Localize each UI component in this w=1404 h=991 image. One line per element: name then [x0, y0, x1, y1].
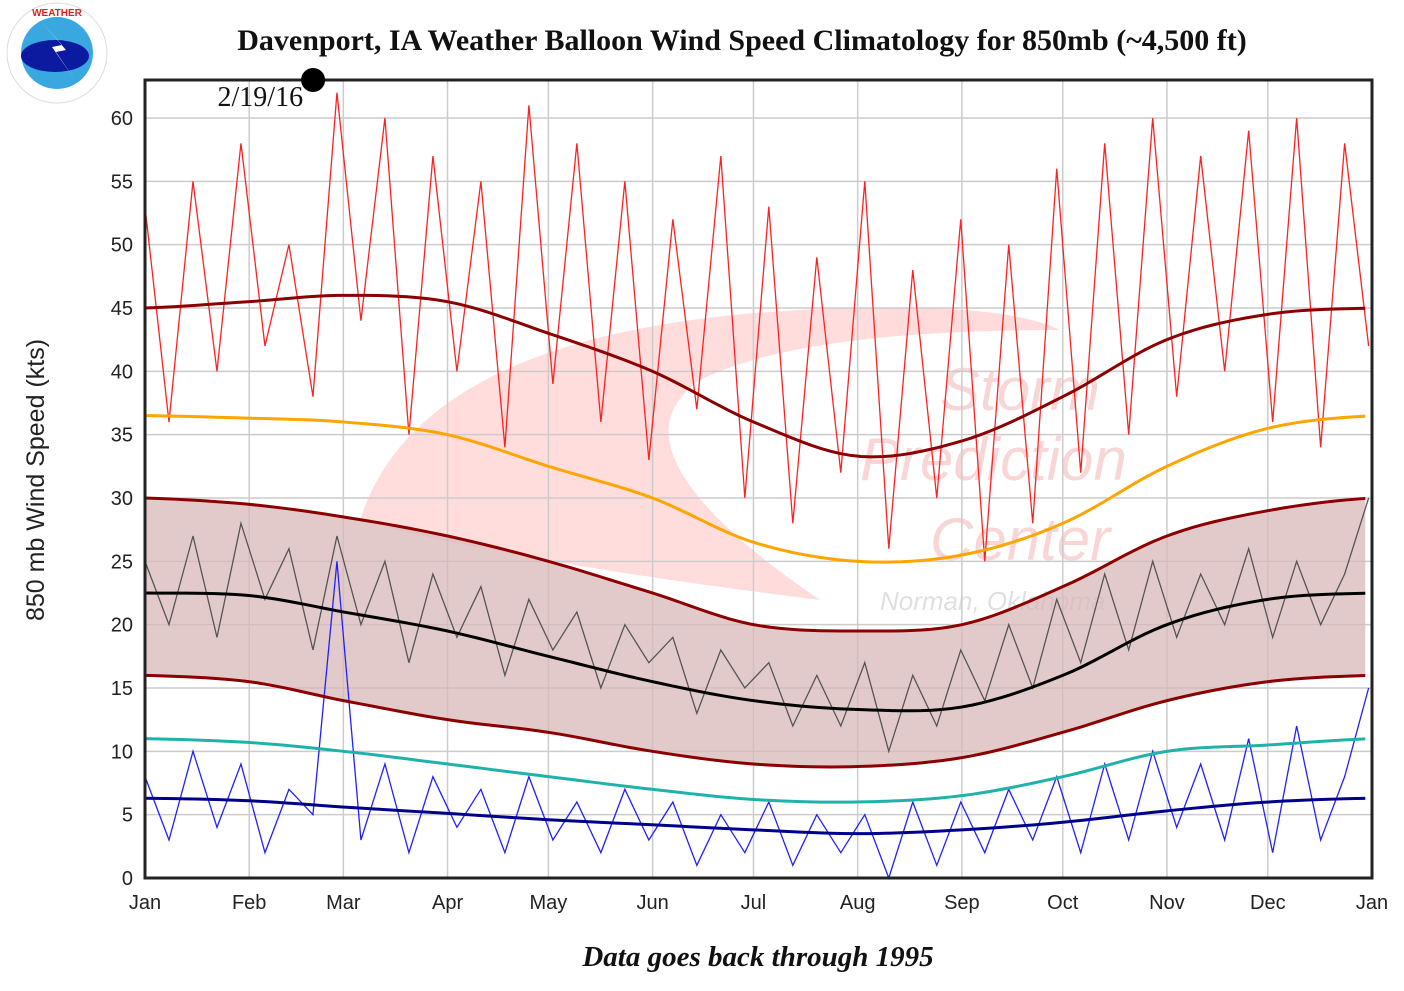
- y-tick-label: 50: [111, 235, 133, 257]
- y-tick-label: 55: [111, 171, 133, 193]
- x-tick-label: Feb: [232, 892, 266, 914]
- band-upper-line: [144, 496, 1366, 633]
- plot-frame: [143, 78, 1374, 880]
- y-tick-label: 40: [111, 361, 133, 383]
- x-tick-label: Jul: [741, 892, 767, 914]
- annotation-label: 2/19/16: [218, 82, 304, 113]
- daily-max-line: [144, 92, 1370, 562]
- y-tick-label: 35: [111, 425, 133, 447]
- footnote: Data goes back through 1995: [581, 941, 933, 973]
- svg-text:Prediction: Prediction: [860, 426, 1127, 493]
- x-tick-label: Jan: [1356, 892, 1388, 914]
- y-tick-label: 30: [111, 488, 133, 510]
- chart-title: Davenport, IA Weather Balloon Wind Speed…: [237, 24, 1247, 57]
- x-tick-label: Oct: [1047, 892, 1079, 914]
- x-tick-label: May: [529, 892, 567, 914]
- record-max-mean-line: [144, 293, 1366, 459]
- upper-percentile-line: [144, 414, 1366, 564]
- x-tick-label: Jun: [636, 892, 668, 914]
- x-tick-label: Apr: [432, 892, 463, 914]
- y-tick-label: 5: [122, 805, 133, 827]
- y-tick-label: 45: [111, 298, 133, 320]
- y-tick-label: 0: [122, 868, 133, 890]
- mean-line: [144, 591, 1366, 713]
- x-tick-label: Mar: [326, 892, 361, 914]
- x-tick-label: Nov: [1149, 892, 1185, 914]
- svg-text:WEATHER: WEATHER: [32, 8, 83, 19]
- nws-logo: WEATHER: [6, 2, 108, 104]
- y-tick-label: 10: [111, 741, 133, 763]
- x-tick-label: Jan: [129, 892, 161, 914]
- lower-percentile-line: [144, 737, 1366, 804]
- band-fill: [145, 498, 1366, 767]
- y-tick-label: 60: [111, 108, 133, 130]
- annotation-marker: [301, 68, 326, 92]
- daily-mean-line: [144, 497, 1370, 754]
- x-tick-label: Aug: [840, 892, 876, 914]
- svg-text:Storm: Storm: [940, 356, 1100, 423]
- y-tick-label: 20: [111, 615, 133, 637]
- x-tick-label: Dec: [1250, 892, 1286, 914]
- y-tick-label: 25: [111, 551, 133, 573]
- y-tick-label: 15: [111, 678, 133, 700]
- y-axis-label: 850 mb Wind Speed (kts): [22, 339, 50, 621]
- x-tick-label: Sep: [944, 892, 980, 914]
- band-lower-line: [144, 673, 1366, 769]
- record-min-mean-line: [144, 796, 1366, 836]
